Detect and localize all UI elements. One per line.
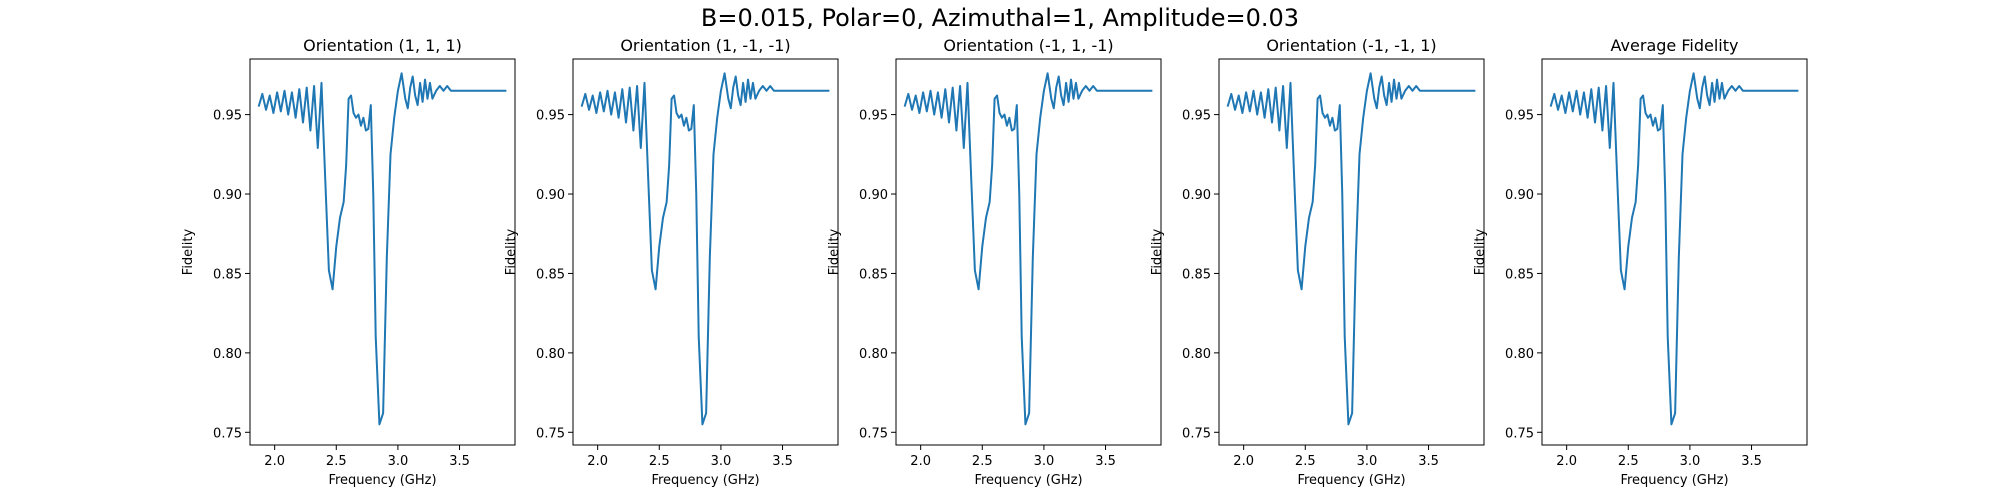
y-tick-label: 0.85 — [536, 267, 565, 282]
figure-suptitle: B=0.015, Polar=0, Azimuthal=1, Amplitude… — [700, 4, 1300, 32]
y-tick-label: 0.85 — [213, 267, 242, 282]
x-tick-label: 2.5 — [649, 454, 670, 469]
y-tick-label: 0.95 — [1505, 109, 1534, 124]
axes-frame — [1541, 58, 1808, 446]
subplot-3: Orientation (-1, 1, -1) 2.0 2.5 3.0 3.5 0.75 0… — [827, 36, 1162, 488]
x-axis-label: Frequency (GHz) — [1620, 473, 1728, 488]
x-tick-label: 2.0 — [264, 454, 285, 469]
y-tick-label: 0.90 — [1182, 188, 1211, 203]
x-tick-label: 2.5 — [972, 454, 993, 469]
subplot-2: Orientation (1, -1, -1) 2.0 2.5 3.0 3.5 0.75 0… — [504, 36, 839, 488]
y-tick-label: 0.95 — [213, 109, 242, 124]
axes-frame — [895, 58, 1162, 446]
y-tick-label: 0.80 — [536, 347, 565, 362]
axes-frame — [572, 58, 839, 446]
y-tick-label: 0.90 — [859, 188, 888, 203]
x-axis-label: Frequency (GHz) — [974, 473, 1082, 488]
fidelity-line-series-1 — [257, 72, 507, 426]
y-axis-label: Fidelity — [1473, 228, 1488, 275]
x-tick-label: 3.5 — [1741, 454, 1762, 469]
y-tick-label: 0.95 — [536, 109, 565, 124]
y-tick-label: 0.95 — [859, 109, 888, 124]
subplot-title: Average Fidelity — [1611, 36, 1739, 55]
x-tick-label: 2.5 — [1295, 454, 1316, 469]
subplot-title: Orientation (1, -1, -1) — [620, 36, 790, 55]
y-tick-label: 0.80 — [213, 347, 242, 362]
axes-frame — [1218, 58, 1485, 446]
y-tick-label: 0.85 — [1505, 267, 1534, 282]
fidelity-line-series-1 — [903, 72, 1153, 426]
x-tick-label: 2.0 — [1556, 454, 1577, 469]
x-tick-label: 3.0 — [1034, 454, 1055, 469]
x-tick-label: 3.0 — [388, 454, 409, 469]
x-tick-label: 2.5 — [326, 454, 347, 469]
y-tick-label: 0.85 — [859, 267, 888, 282]
x-tick-label: 3.0 — [711, 454, 732, 469]
x-axis-label: Frequency (GHz) — [1297, 473, 1405, 488]
y-tick-label: 0.80 — [859, 347, 888, 362]
y-axis-label: Fidelity — [827, 228, 842, 275]
y-tick-label: 0.75 — [536, 426, 565, 441]
subplot-title: Orientation (-1, -1, 1) — [1266, 36, 1436, 55]
x-tick-label: 3.0 — [1680, 454, 1701, 469]
y-tick-label: 0.90 — [1505, 188, 1534, 203]
y-tick-label: 0.80 — [1505, 347, 1534, 362]
y-tick-label: 0.75 — [213, 426, 242, 441]
subplot-title: Orientation (1, 1, 1) — [303, 36, 462, 55]
x-tick-label: 3.5 — [772, 454, 793, 469]
subplot-5: Average Fidelity 2.0 2.5 3.0 3.5 0.75 0.80 0.85… — [1473, 36, 1808, 488]
fidelity-line-series-1 — [580, 72, 830, 426]
y-tick-label: 0.90 — [213, 188, 242, 203]
x-axis-label: Frequency (GHz) — [328, 473, 436, 488]
subplot-title: Orientation (-1, 1, -1) — [943, 36, 1113, 55]
fidelity-line-series-1 — [1226, 72, 1476, 426]
y-tick-label: 0.75 — [859, 426, 888, 441]
subplot-4: Orientation (-1, -1, 1) 2.0 2.5 3.0 3.5 0.75 0… — [1150, 36, 1485, 488]
y-axis-label: Fidelity — [181, 228, 196, 275]
x-tick-label: 3.5 — [1418, 454, 1439, 469]
axes-frame — [249, 58, 516, 446]
x-tick-label: 2.0 — [1233, 454, 1254, 469]
x-tick-label: 2.0 — [587, 454, 608, 469]
x-tick-label: 3.5 — [449, 454, 470, 469]
y-axis-label: Fidelity — [1150, 228, 1165, 275]
y-tick-label: 0.95 — [1182, 109, 1211, 124]
x-tick-label: 3.5 — [1095, 454, 1116, 469]
y-tick-label: 0.90 — [536, 188, 565, 203]
x-tick-label: 3.0 — [1357, 454, 1378, 469]
x-tick-label: 2.5 — [1618, 454, 1639, 469]
y-tick-label: 0.85 — [1182, 267, 1211, 282]
x-axis-label: Frequency (GHz) — [651, 473, 759, 488]
y-tick-label: 0.75 — [1505, 426, 1534, 441]
subplot-1: Orientation (1, 1, 1) 2.0 2.5 3.0 3.5 0.75 0.8… — [181, 36, 516, 488]
y-tick-label: 0.80 — [1182, 347, 1211, 362]
x-tick-label: 2.0 — [910, 454, 931, 469]
y-axis-label: Fidelity — [504, 228, 519, 275]
fidelity-line-series-1 — [1549, 72, 1799, 426]
y-tick-label: 0.75 — [1182, 426, 1211, 441]
